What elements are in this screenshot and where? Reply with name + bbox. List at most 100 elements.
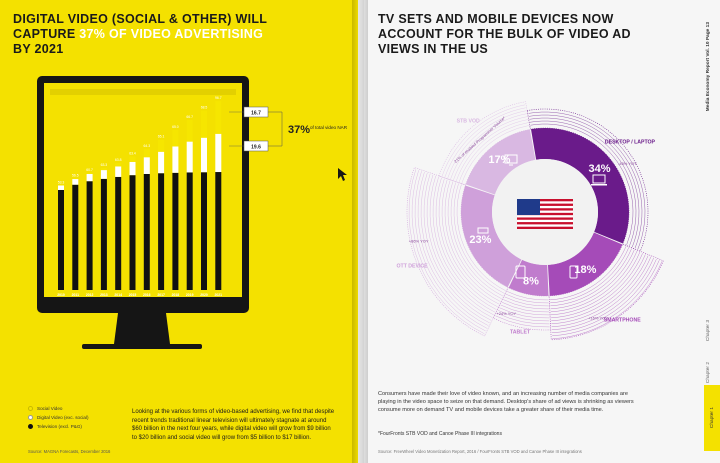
x-tick-label: 2018: [172, 293, 180, 297]
slice-value-label: 18%: [574, 264, 596, 276]
flag-stripe: [517, 212, 573, 216]
bar-total-label: 66.7: [186, 115, 193, 119]
chart-legend: Social Video Digital Video (exc. social)…: [28, 404, 89, 431]
donut-chart: 34% DESKTOP / LAPTOP -45% YOY 18% SMARTPHONE…: [396, 101, 664, 341]
bar-total-label: 63.8: [115, 158, 122, 162]
ring-hatch-desktop-laptop: [528, 111, 646, 250]
title-part: BY 2021: [13, 42, 64, 56]
callout-bottom-value: 19.6: [251, 145, 261, 151]
slice-category-label: TABLET: [510, 329, 531, 335]
bar-total-label: 64.3: [143, 144, 150, 148]
flag-stripe: [517, 208, 573, 211]
ring-hatch-ott-device: [426, 174, 493, 318]
legend-label: Social Video: [37, 406, 63, 411]
ring-hatch-ott-device: [408, 169, 485, 334]
slice-category-label: STB VOD: [457, 118, 480, 124]
bar-segment-social: [172, 130, 179, 147]
right-source: Source: FreeWheel Video Monetization Rep…: [378, 449, 582, 454]
ring-hatch-ott-device: [411, 170, 486, 332]
ring-hatch-ott-device: [435, 177, 497, 310]
bar-segment-social: [186, 119, 193, 142]
bar-segment-television: [215, 172, 222, 290]
monitor-base: [82, 344, 202, 349]
callout-bracket: [268, 111, 283, 147]
x-tick-label: 2015: [129, 293, 137, 297]
ring-hatch-smartphone: [551, 258, 657, 334]
bar-total-label: 56.5: [72, 173, 79, 177]
us-flag: [517, 199, 573, 229]
monitor-window-bar: [50, 89, 236, 95]
bar-total-label: 96.7: [215, 96, 222, 100]
bar-segment-social: [100, 168, 107, 171]
bar-segment-social: [158, 139, 165, 152]
legend-item-digital: Digital Video (exc. social): [28, 413, 89, 422]
bar-segment-television: [72, 184, 79, 290]
flag-stripe: [517, 226, 573, 229]
bar-segment-social: [129, 156, 136, 162]
x-tick-label: 2020: [200, 293, 208, 297]
bar-segment-social: [201, 110, 207, 138]
slice-yoy-label: +66% YOY: [409, 239, 429, 244]
slice-yoy-label: -45% YOY: [618, 161, 637, 166]
legend-label: Television (excl. P&G): [37, 424, 82, 429]
slice-yoy-label: +24% YOY: [496, 311, 516, 316]
bar-segment-digital: [129, 161, 136, 176]
flag-stripes: [517, 199, 573, 229]
chapter-1-tab[interactable]: Chapter 1: [704, 385, 720, 451]
ring-hatch-ott-device: [417, 172, 489, 326]
bar-segment-digital: [115, 166, 122, 177]
running-head: Media Economy Report Vol. 10 Page 13: [706, 22, 711, 112]
bar-total-label: 65.1: [158, 135, 165, 139]
x-tick-label: 2021: [215, 293, 223, 297]
ring-hatch-tablet: [504, 296, 549, 307]
ring-hatch-ott-device: [429, 175, 494, 316]
donut-center: [477, 154, 607, 279]
ring-hatch-tablet: [499, 307, 550, 319]
slice-yoy-label: +16% YOY: [588, 316, 608, 321]
donut-slice-desktop-laptop: [530, 128, 629, 244]
bar-segment-television: [201, 172, 207, 290]
ring-hatch-smartphone: [552, 260, 660, 337]
ring-hatch-tablet: [495, 315, 550, 328]
chapter-2-tab[interactable]: Chapter 2: [706, 362, 711, 384]
legend-item-television: Television (excl. P&G): [28, 422, 89, 431]
title-part: DIGITAL VIDEO (SOCIAL & OTHER) WILL CAPT…: [13, 12, 268, 41]
legend-swatch-digital: [28, 415, 33, 420]
bar-total-label: 63.4: [129, 151, 136, 155]
slice-value-label: 17%: [488, 154, 510, 166]
ring-hatch-smartphone: [550, 249, 635, 310]
cursor-icon: [338, 168, 347, 181]
bar-segment-digital: [143, 157, 150, 174]
ring-hatch-smartphone: [550, 247, 630, 304]
title-highlight: 37% OF VIDEO ADVERTISING: [79, 27, 264, 41]
flag-stripe: [517, 203, 573, 206]
chapter-1-label: Chapter 1: [709, 407, 715, 429]
bar-segment-television: [58, 189, 64, 290]
ring-hatch-smartphone: [551, 255, 649, 325]
x-tick-label: 2017: [157, 293, 165, 297]
bar-segment-television: [158, 173, 165, 290]
bar-segment-television: [186, 172, 193, 290]
bar-chart: 53.3 2010 56.5 2011 60.7 2012 63.3 2013 63.8 2014…: [57, 96, 222, 297]
ring-hatch-ott-device: [450, 182, 504, 297]
left-source: Source: MAGNA Forecasts, December 2016: [28, 449, 111, 454]
callout-top-value: 16.7: [251, 111, 261, 117]
ring-hatch-smartphone: [551, 256, 652, 328]
bar-total-label: 68.5: [201, 106, 208, 110]
ring-hatch-smartphone: [550, 251, 641, 316]
bar-total-label: 53.3: [58, 180, 65, 184]
ring-hatch-stb-vod: [458, 122, 529, 182]
bar-total-label: 65.0: [172, 125, 179, 129]
callout-percent: 37%: [288, 124, 310, 136]
ring-hatch-tablet: [501, 302, 550, 313]
chapter-3-tab[interactable]: Chapter 3: [706, 320, 711, 342]
ring-hatch-tablet: [505, 293, 549, 304]
ring-hatch-tablet: [503, 299, 549, 310]
bar-segment-social: [143, 148, 150, 158]
flag-stripe: [517, 222, 573, 225]
ring-hatch-smartphone: [550, 246, 627, 301]
ring-hatch-ott-device: [420, 172, 490, 324]
flag-canton: [517, 199, 540, 215]
right-page-title: TV SETS AND MOBILE DEVICES NOW ACCOUNT F…: [378, 12, 631, 56]
